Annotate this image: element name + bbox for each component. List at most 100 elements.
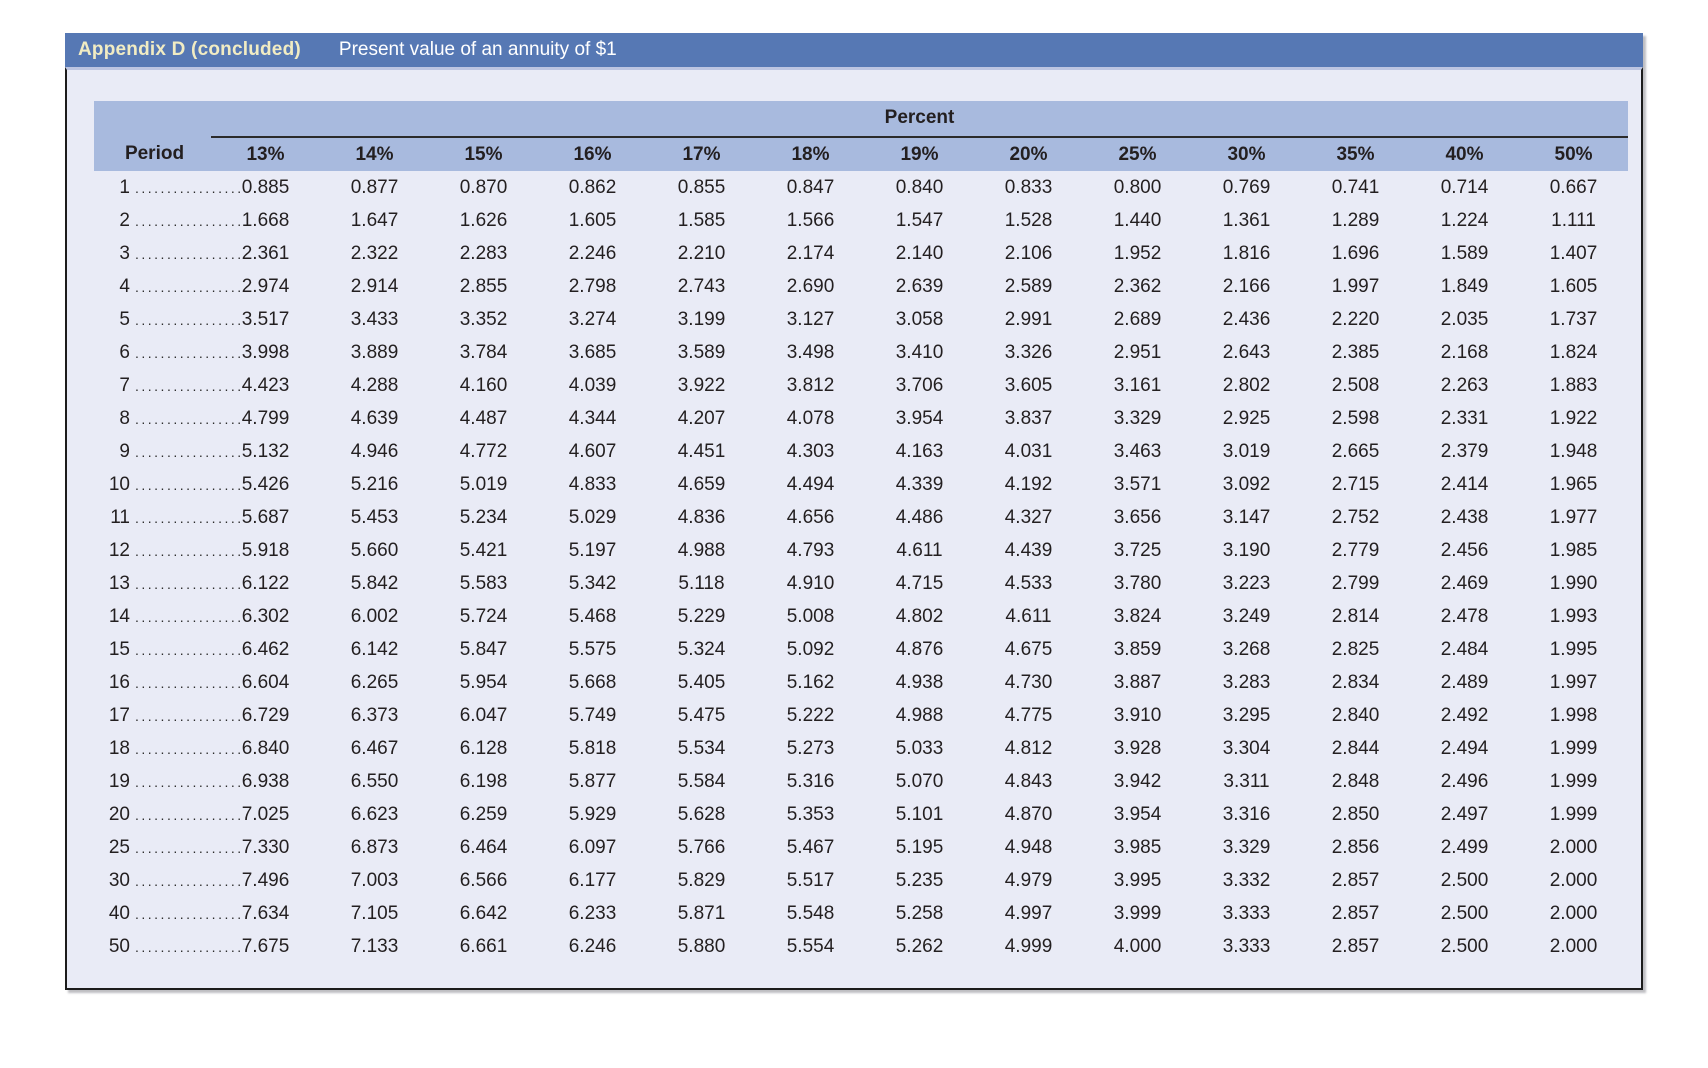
rate-header-14: 14% (320, 137, 429, 171)
leader-dots: ................. (135, 311, 244, 328)
period-number: 10 (108, 473, 130, 495)
pv-value-cell: 2.489 (1440, 671, 1489, 693)
pv-value-cell: 4.451 (677, 440, 726, 462)
pv-value-cell: 2.951 (1113, 341, 1162, 363)
leader-dots: ................. (135, 839, 244, 856)
pv-value-cell: 4.494 (786, 473, 835, 495)
pv-value-cell: 4.793 (786, 539, 835, 561)
pv-value-cell: 5.353 (786, 803, 835, 825)
pv-value-cell: 5.197 (568, 539, 617, 561)
leader-dots: ................. (135, 212, 244, 229)
period-number: 6 (119, 341, 130, 363)
pv-value-cell: 5.033 (895, 737, 944, 759)
pv-value-cell: 2.469 (1440, 572, 1489, 594)
pv-value-cell: 6.302 (241, 605, 290, 627)
pv-value-cell: 2.497 (1440, 803, 1489, 825)
pv-value-cell: 3.954 (1113, 803, 1162, 825)
pv-value-cell: 3.589 (677, 341, 726, 363)
period-number: 18 (108, 737, 130, 759)
pv-value-cell: 0.714 (1440, 176, 1489, 198)
pv-value-cell: 2.500 (1440, 935, 1489, 957)
pv-value-cell: 1.999 (1549, 770, 1598, 792)
pv-value-cell: 3.942 (1113, 770, 1162, 792)
pv-value-cell: 3.998 (241, 341, 290, 363)
table-row-period-12: 12................. 5.918 5.660 5.421 5.197 4… (94, 534, 1628, 567)
pv-value-cell: 4.997 (1004, 902, 1053, 924)
pv-value-cell: 0.769 (1222, 176, 1271, 198)
pv-value-cell: 5.195 (895, 836, 944, 858)
pv-value-cell: 3.161 (1113, 374, 1162, 396)
pv-value-cell: 2.779 (1331, 539, 1380, 561)
pv-value-cell: 5.842 (350, 572, 399, 594)
pv-value-cell: 6.097 (568, 836, 617, 858)
period-number: 8 (119, 407, 130, 429)
pv-value-cell: 2.436 (1222, 308, 1271, 330)
rate-header-35: 35% (1301, 137, 1410, 171)
pv-value-cell: 2.799 (1331, 572, 1380, 594)
pv-value-cell: 5.628 (677, 803, 726, 825)
pv-value-cell: 4.533 (1004, 572, 1053, 594)
pv-value-cell: 1.111 (1551, 209, 1596, 231)
pv-value-cell: 7.330 (241, 836, 290, 858)
pv-value-cell: 4.486 (895, 506, 944, 528)
pv-value-cell: 6.729 (241, 704, 290, 726)
pv-value-cell: 2.414 (1440, 473, 1489, 495)
pv-value-cell: 2.500 (1440, 902, 1489, 924)
pv-value-cell: 2.715 (1331, 473, 1380, 495)
pv-value-cell: 5.405 (677, 671, 726, 693)
pv-value-cell: 5.258 (895, 902, 944, 924)
pv-value-cell: 5.029 (568, 506, 617, 528)
pv-value-cell: 1.589 (1440, 242, 1489, 264)
pv-value-cell: 2.438 (1440, 506, 1489, 528)
pv-value-cell: 2.814 (1331, 605, 1380, 627)
pv-value-cell: 1.995 (1549, 638, 1598, 660)
table-row-period-3: 3................. 2.361 2.322 2.283 2.246 2.… (94, 237, 1628, 270)
pv-value-cell: 3.605 (1004, 374, 1053, 396)
period-cell: 12................. (94, 534, 241, 567)
pv-value-cell: 4.039 (568, 374, 617, 396)
period-cell: 16................. (94, 666, 241, 699)
table-row-period-2: 2................. 1.668 1.647 1.626 1.605 1.… (94, 204, 1628, 237)
appendix-d-table: Appendix D (concluded) Present value of … (65, 33, 1643, 990)
table-row-period-10: 10................. 5.426 5.216 5.019 4.833 4… (94, 468, 1628, 501)
pv-value-cell: 1.999 (1549, 803, 1598, 825)
header-corner-cell (94, 101, 211, 137)
pv-value-cell: 2.857 (1331, 935, 1380, 957)
pv-value-cell: 5.008 (786, 605, 835, 627)
pv-value-cell: 4.979 (1004, 869, 1053, 891)
pv-value-cell: 1.993 (1549, 605, 1598, 627)
pv-value-cell: 4.163 (895, 440, 944, 462)
rate-header-17: 17% (647, 137, 756, 171)
period-cell: 7................. (94, 369, 241, 402)
rate-header-15: 15% (429, 137, 538, 171)
pv-value-cell: 6.128 (459, 737, 508, 759)
pv-value-cell: 3.498 (786, 341, 835, 363)
pv-value-cell: 2.802 (1222, 374, 1271, 396)
pv-value-cell: 2.166 (1222, 275, 1271, 297)
pv-value-cell: 3.058 (895, 308, 944, 330)
leader-dots: ................. (135, 773, 244, 790)
pv-value-cell: 3.332 (1222, 869, 1271, 891)
pv-value-cell: 3.999 (1113, 902, 1162, 924)
pv-value-cell: 2.991 (1004, 308, 1053, 330)
pv-value-cell: 4.876 (895, 638, 944, 660)
pv-value-cell: 5.749 (568, 704, 617, 726)
pv-value-cell: 5.871 (677, 902, 726, 924)
pv-value-cell: 4.192 (1004, 473, 1053, 495)
leader-dots: ................. (135, 443, 244, 460)
period-cell: 17................. (94, 699, 241, 732)
pv-value-cell: 2.283 (459, 242, 508, 264)
leader-dots: ................. (135, 278, 244, 295)
period-cell: 10................. (94, 468, 241, 501)
rate-header-30: 30% (1192, 137, 1301, 171)
period-number: 14 (108, 605, 130, 627)
pv-value-cell: 5.877 (568, 770, 617, 792)
pv-value-cell: 5.222 (786, 704, 835, 726)
pv-value-cell: 5.534 (677, 737, 726, 759)
pv-value-cell: 5.101 (895, 803, 944, 825)
pv-value-cell: 5.092 (786, 638, 835, 660)
pv-value-cell: 5.475 (677, 704, 726, 726)
pv-value-cell: 3.784 (459, 341, 508, 363)
period-number: 16 (108, 671, 130, 693)
pv-value-cell: 0.741 (1331, 176, 1380, 198)
